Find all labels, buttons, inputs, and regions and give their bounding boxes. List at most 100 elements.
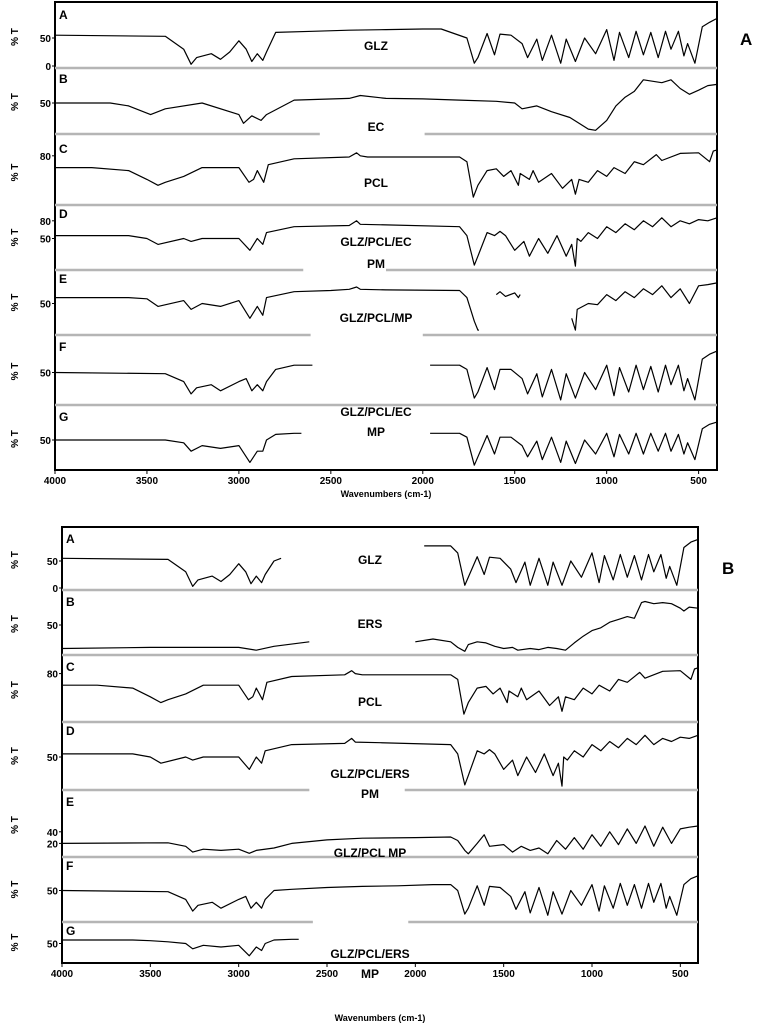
y-tick-label: 80 bbox=[40, 152, 52, 163]
spectrum-line bbox=[61, 641, 310, 651]
spectrum-g: G 50 % T GLZ/PCL/EC MP bbox=[10, 405, 718, 466]
spectrum-c: C 80 % T PCL bbox=[10, 142, 718, 207]
spectrum-line-segment bbox=[430, 350, 718, 401]
y-axis-label: % T bbox=[10, 294, 21, 312]
spectrum-line bbox=[61, 557, 282, 588]
x-tick-label: 3500 bbox=[139, 969, 162, 980]
spectrum-line bbox=[62, 667, 699, 715]
sample-name-line2: MP bbox=[361, 967, 379, 981]
y-axis-label: % T bbox=[10, 164, 21, 182]
y-tick-label: 50 bbox=[40, 300, 52, 311]
trace-letter: G bbox=[66, 924, 75, 938]
spectrum-line bbox=[55, 217, 718, 267]
spectrum-line-segment bbox=[495, 291, 521, 299]
spectrum-line bbox=[55, 286, 479, 331]
sample-name: GLZ/PCL MP bbox=[334, 846, 406, 860]
spectrum-line bbox=[55, 149, 718, 198]
x-axis-title: Wavenumbers (cm-1) bbox=[341, 489, 432, 499]
sample-name: EC bbox=[368, 120, 385, 134]
spectrum-line-segment bbox=[430, 421, 718, 466]
panel-label: B bbox=[722, 559, 734, 578]
trace-letter: G bbox=[59, 410, 68, 424]
trace-letter: B bbox=[66, 595, 75, 609]
y-tick-label: 50 bbox=[40, 369, 52, 380]
trace-letter: E bbox=[59, 272, 67, 286]
spectrum-c: C 80 % T PCL bbox=[10, 660, 699, 724]
sample-name: GLZ bbox=[364, 39, 388, 53]
plot-frame bbox=[61, 526, 699, 964]
y-tick-label: 80 bbox=[40, 217, 52, 228]
y-axis-label: % T bbox=[10, 816, 21, 834]
sample-name-line2: PM bbox=[367, 257, 385, 271]
trace-letter: E bbox=[66, 795, 74, 809]
sample-name: GLZ bbox=[358, 553, 382, 567]
trace-letter: C bbox=[59, 142, 68, 156]
spectrum-f: F 50 % T GLZ/PCL/MP bbox=[10, 311, 718, 407]
y-axis-label: % T bbox=[10, 229, 21, 247]
y-tick-label: 50 bbox=[40, 34, 52, 45]
trace-letter: B bbox=[59, 72, 68, 86]
y-axis-label: % T bbox=[10, 747, 21, 765]
spectrum-line-segment bbox=[415, 600, 699, 652]
trace-letter: A bbox=[66, 532, 75, 546]
y-tick-label: 20 bbox=[47, 839, 59, 850]
x-tick-label: 500 bbox=[672, 969, 689, 980]
x-tick-label: 4000 bbox=[44, 476, 67, 487]
spectrum-line bbox=[54, 364, 313, 395]
x-tick-label: 3000 bbox=[228, 969, 251, 980]
y-tick-label: 0 bbox=[45, 62, 51, 73]
spectrum-d: D 80 50 % T GLZ/PCL/EC PM bbox=[10, 207, 718, 272]
y-tick-label: 50 bbox=[40, 436, 52, 447]
x-tick-label: 3500 bbox=[136, 476, 159, 487]
sample-name: PCL bbox=[364, 176, 388, 190]
spectrum-b: B 50 % T EC bbox=[10, 72, 718, 136]
trace-letter: D bbox=[66, 724, 75, 738]
trace-letter: A bbox=[59, 8, 68, 22]
x-tick-label: 3000 bbox=[228, 476, 251, 487]
sample-name-line2: MP bbox=[367, 425, 385, 439]
x-tick-label: 1500 bbox=[493, 969, 516, 980]
trace-letter: F bbox=[66, 859, 73, 873]
x-tick-label: 1000 bbox=[581, 969, 604, 980]
spectrum-g: G 50 % T GLZ/PCL/ERS MP bbox=[10, 924, 410, 981]
spectrum-line bbox=[54, 17, 718, 65]
sample-name: GLZ/PCL/MP bbox=[340, 311, 413, 325]
y-tick-label: 0 bbox=[52, 584, 58, 595]
y-axis-label: % T bbox=[10, 881, 21, 899]
panel-label: A bbox=[740, 30, 752, 49]
y-axis-label: % T bbox=[10, 363, 21, 381]
spectrum-b: B 50 % T ERS bbox=[10, 595, 699, 657]
sample-name: GLZ/PCL/EC bbox=[340, 235, 412, 249]
y-tick-label: 50 bbox=[47, 940, 59, 951]
y-axis-label: % T bbox=[10, 430, 21, 448]
spectrum-e: E 50 % T bbox=[10, 272, 718, 337]
x-tick-label: 1000 bbox=[596, 476, 619, 487]
trace-letter: D bbox=[59, 207, 68, 221]
x-tick-label: 2000 bbox=[404, 969, 427, 980]
y-axis-label: % T bbox=[10, 551, 21, 569]
x-tick-label: 2500 bbox=[316, 969, 339, 980]
y-tick-label: 50 bbox=[47, 753, 59, 764]
y-tick-label: 50 bbox=[47, 557, 59, 568]
spectrum-d: D 50 % T GLZ/PCL/ERS PM bbox=[10, 724, 699, 801]
spectrum-line bbox=[61, 825, 699, 855]
trace-letter: F bbox=[59, 340, 66, 354]
spectrum-f: F 50 % T bbox=[10, 859, 699, 924]
spectrum-line bbox=[61, 875, 699, 916]
spectrum-a: A 50 0 % T GLZ bbox=[10, 8, 718, 73]
y-axis-label: % T bbox=[10, 681, 21, 699]
sample-name: GLZ/PCL/EC bbox=[340, 405, 412, 419]
x-tick-label: 1500 bbox=[504, 476, 527, 487]
y-tick-label: 50 bbox=[47, 621, 59, 632]
y-axis-label: % T bbox=[10, 934, 21, 952]
y-tick-label: 50 bbox=[40, 99, 52, 110]
y-axis-label: % T bbox=[10, 28, 21, 46]
sample-name: ERS bbox=[358, 617, 383, 631]
x-tick-label: 500 bbox=[690, 476, 707, 487]
spectrum-line-segment bbox=[571, 282, 718, 331]
sample-name: PCL bbox=[358, 695, 382, 709]
x-axis-title: Wavenumbers (cm-1) bbox=[335, 1013, 426, 1023]
